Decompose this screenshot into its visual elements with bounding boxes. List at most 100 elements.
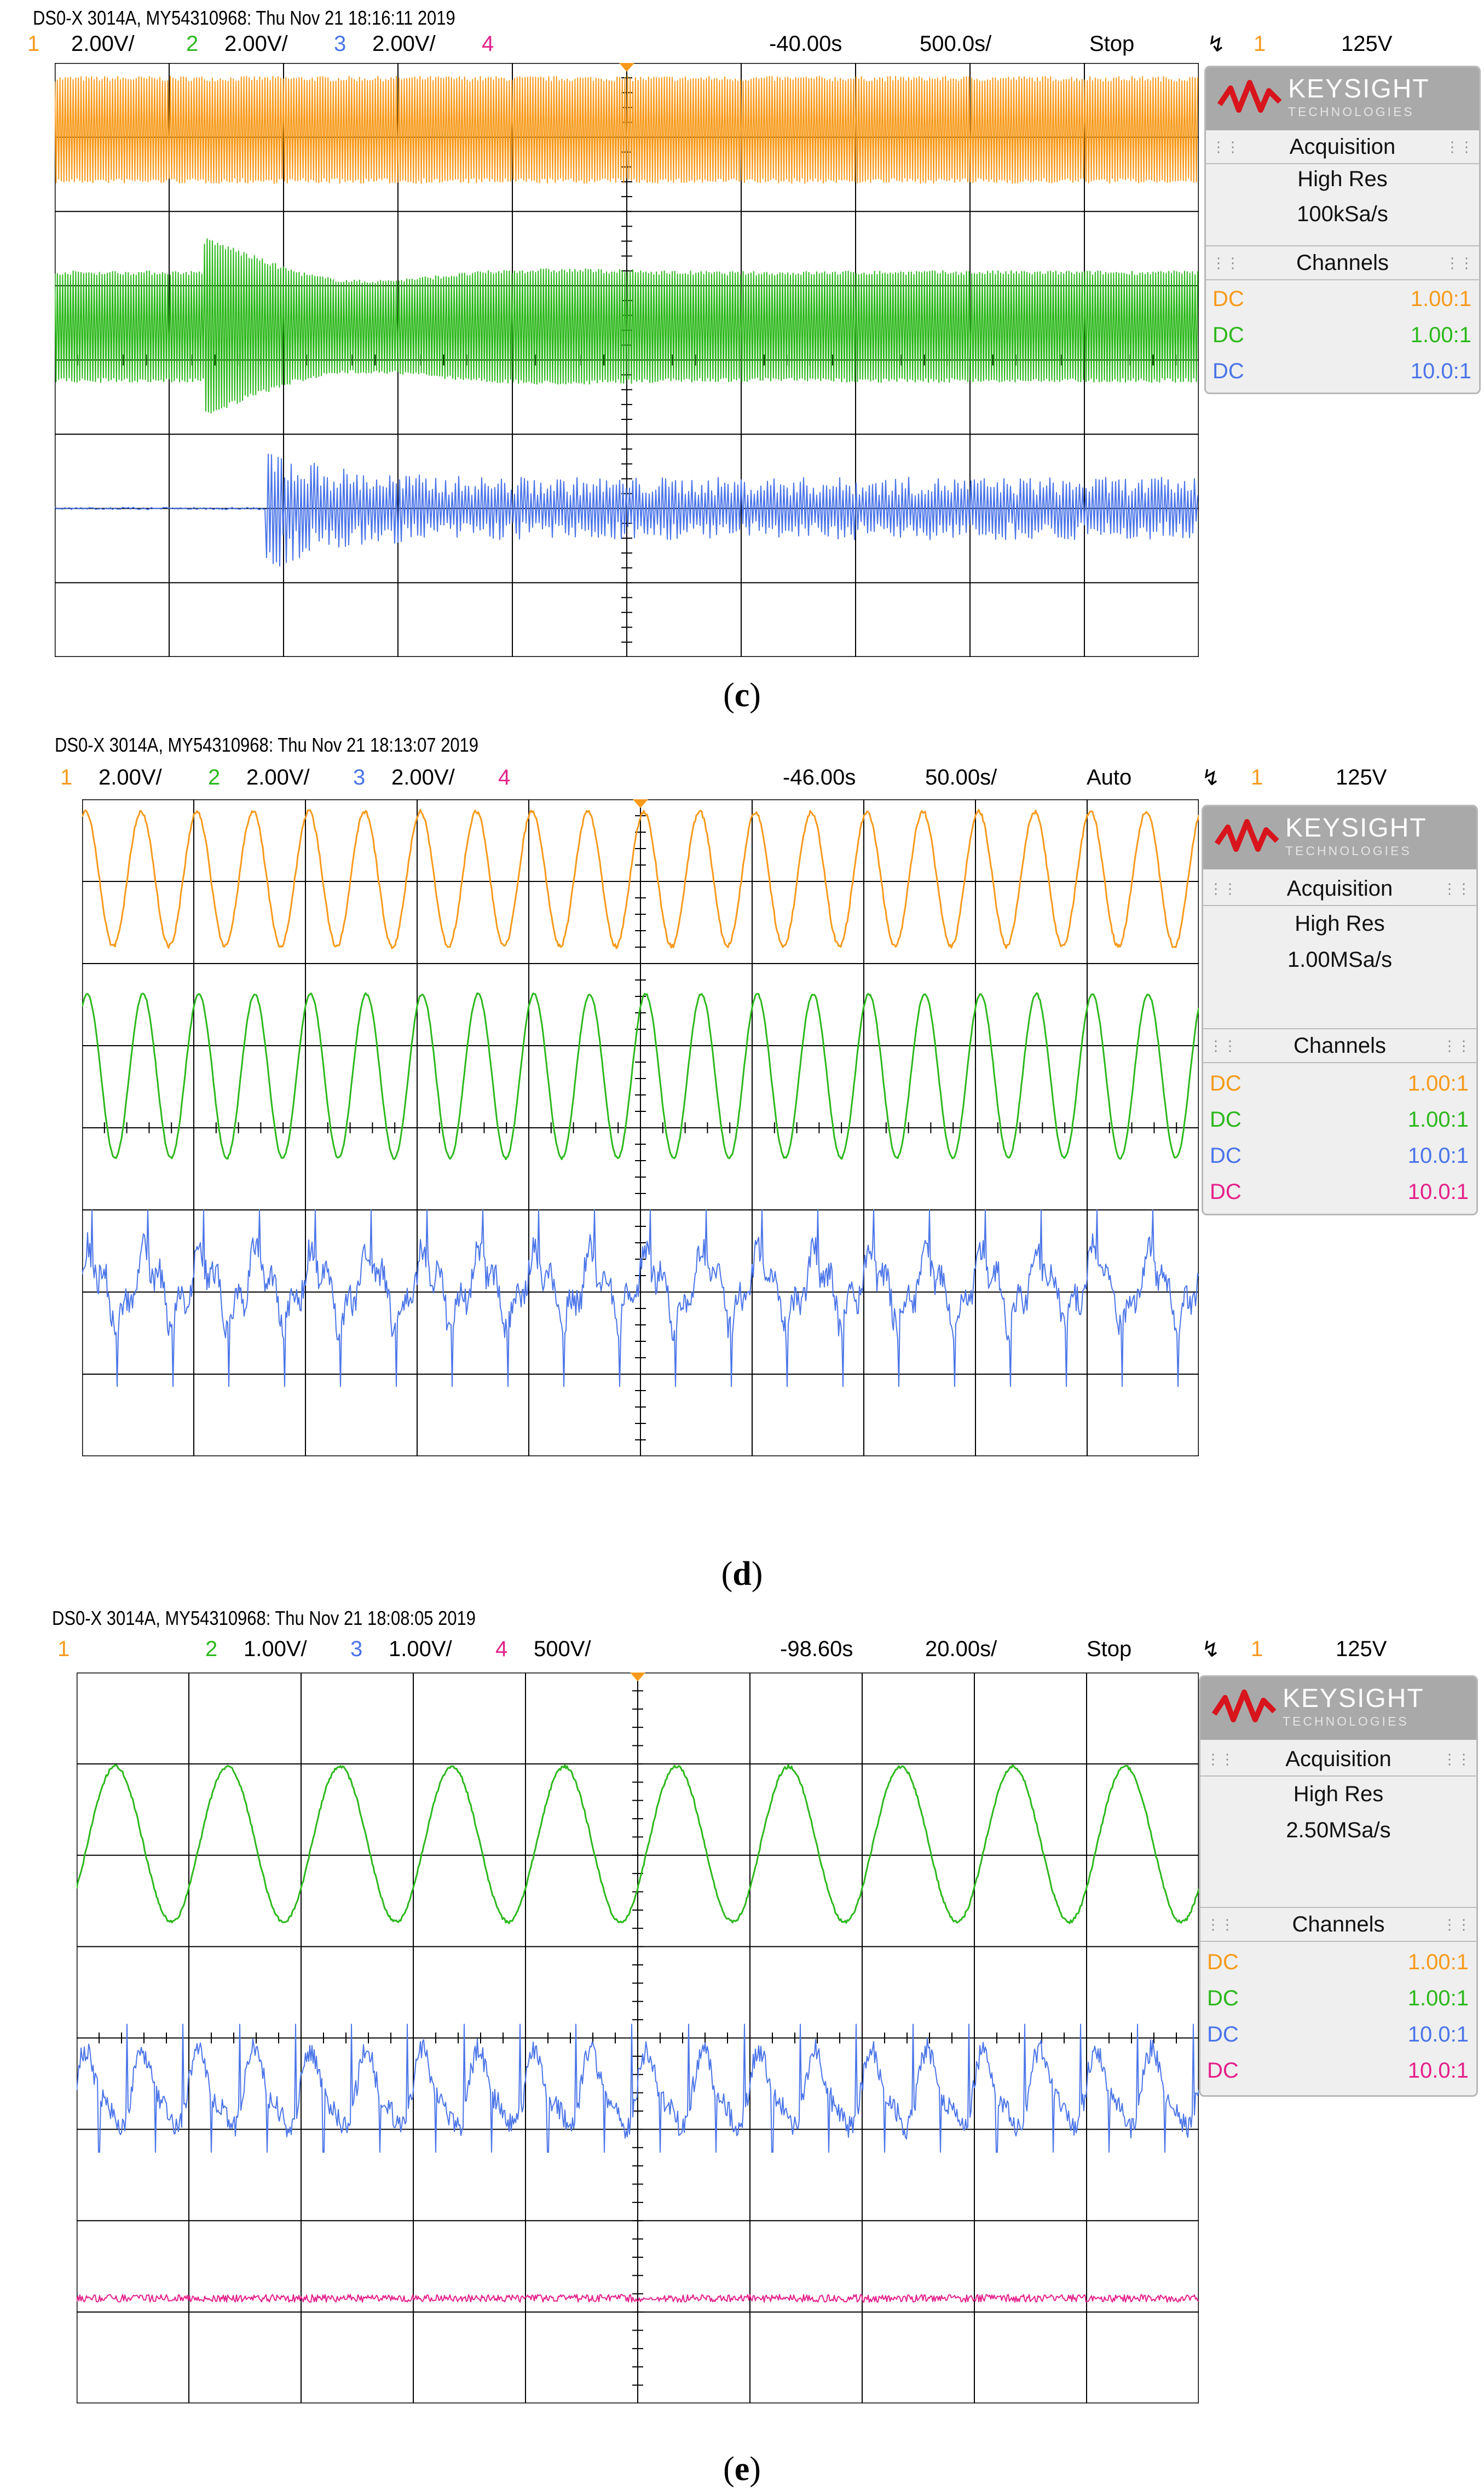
panel-caption: (e) (723, 2450, 761, 2488)
channel-coupling: DC (1207, 1986, 1239, 2010)
status-line: 1 2.00V/ 2 2.00V/ 3 2.00V/ 4 -40.00s 500… (0, 32, 1484, 59)
channel-probe-ratio: 10.0:1 (1407, 1180, 1469, 1204)
channel-row: DC 1.00:1 (1210, 1066, 1469, 1100)
keysight-logo: KEYSIGHT TECHNOLOGIES (1206, 67, 1479, 130)
channel-coupling: DC (1207, 2058, 1239, 2083)
channel-coupling: DC (1212, 323, 1244, 347)
ch2-trace (82, 992, 1199, 1160)
timebase-readout: 500.0s/ (920, 32, 992, 56)
keysight-logo: KEYSIGHT TECHNOLOGIES (1203, 806, 1476, 869)
ch3-number: 3 (350, 1637, 363, 1661)
channel-probe-ratio: 1.00:1 (1407, 1071, 1469, 1095)
ch3-number: 3 (353, 765, 366, 789)
channel-probe-ratio: 1.00:1 (1407, 1986, 1469, 2010)
channel-row: DC 1.00:1 (1212, 318, 1471, 352)
acquisition-mode: High Res (1295, 912, 1385, 936)
ch4-scale: 500V/ (534, 1637, 591, 1661)
waveform-svg: 234 (77, 1673, 1199, 2403)
ch1-number: 1 (27, 32, 40, 56)
scope-panel-d: DS0-X 3014A, MY54310968: Thu Nov 21 18:1… (0, 723, 1484, 1593)
acquisition-header: ⋮⋮ Acquisition ⋮⋮ (1206, 130, 1479, 164)
ch4-trace (77, 2294, 1199, 2303)
trigger-channel: 1 (1251, 765, 1263, 789)
channel-row: DC 10.0:1 (1207, 2017, 1469, 2051)
run-mode: Stop (1089, 32, 1135, 56)
scope-header: DS0-X 3014A, MY54310968: Thu Nov 21 18:1… (33, 7, 455, 29)
ch1-number: 1 (60, 765, 73, 789)
ch3-scale: 2.00V/ (372, 32, 436, 56)
channel-coupling: DC (1210, 1108, 1242, 1132)
ch4-number: 4 (498, 765, 511, 789)
waveform-svg: 123 (55, 63, 1199, 657)
trigger-edge-icon: ↯ (1202, 1637, 1220, 1662)
trigger-level: 125V (1336, 1637, 1387, 1661)
channel-probe-ratio: 10.0:1 (1411, 390, 1471, 393)
waveform-svg: 123 (82, 799, 1199, 1456)
trigger-position-marker (630, 1673, 645, 1681)
keysight-logo: KEYSIGHT TECHNOLOGIES (1200, 1677, 1476, 1740)
waveform-screen: 234 (77, 1673, 1199, 2403)
channel-coupling: DC (1212, 359, 1244, 383)
channels-header: ⋮⋮ Channels ⋮⋮ (1200, 1907, 1476, 1942)
run-mode: Auto (1087, 765, 1132, 789)
ch2-scale: 2.00V/ (224, 32, 288, 56)
channel-probe-ratio: 10.0:1 (1407, 1144, 1469, 1168)
status-line: 1 2.00V/ 2 2.00V/ 3 2.00V/ 4 -46.00s 50.… (0, 765, 1484, 793)
channel-coupling: DC (1212, 390, 1244, 393)
sample-rate: 2.50MSa/s (1286, 1818, 1391, 1842)
channel-row: DC 10.0:1 (1210, 1139, 1469, 1173)
channel-probe-ratio: 10.0:1 (1407, 2058, 1469, 2083)
status-line: 1 2 1.00V/ 3 1.00V/ 4 500V/ -98.60s 20.0… (0, 1637, 1484, 1664)
channels-header: ⋮⋮ Channels ⋮⋮ (1203, 1028, 1476, 1063)
delay-readout: -40.00s (769, 32, 842, 56)
ch1-trace (55, 76, 1198, 184)
channel-probe-ratio: 10.0:1 (1410, 359, 1471, 383)
delay-readout: -46.00s (783, 765, 856, 789)
sample-rate: 1.00MSa/s (1287, 948, 1393, 972)
acquisition-header: ⋮⋮ Acquisition ⋮⋮ (1200, 1743, 1476, 1777)
channel-row: DC 10.0:1 (1212, 390, 1471, 393)
ch1-number: 1 (57, 1637, 70, 1661)
run-mode: Stop (1087, 1637, 1132, 1661)
channel-coupling: DC (1210, 1071, 1242, 1095)
channel-coupling: DC (1210, 1180, 1242, 1204)
trigger-edge-icon: ↯ (1202, 766, 1220, 790)
channel-probe-ratio: 1.00:1 (1410, 287, 1471, 311)
ch2-number: 2 (208, 765, 221, 789)
ch3-number: 3 (334, 32, 347, 56)
keysight-wave-icon (1214, 819, 1279, 852)
channel-row: DC 1.00:1 (1207, 1945, 1469, 1979)
acquisition-header: ⋮⋮ Acquisition ⋮⋮ (1203, 872, 1476, 906)
ch2-trace (77, 1764, 1199, 1924)
channel-coupling: DC (1207, 1950, 1239, 1974)
ch1-trace (82, 809, 1199, 949)
scope-panel-e: DS0-X 3014A, MY54310968: Thu Nov 21 18:0… (0, 1582, 1484, 2491)
channels-header: ⋮⋮ Channels ⋮⋮ (1206, 245, 1479, 280)
ch2-scale: 1.00V/ (244, 1637, 307, 1661)
ch4-number: 4 (482, 32, 494, 56)
acquisition-mode: High Res (1293, 1782, 1384, 1806)
ch3-scale: 1.00V/ (389, 1637, 452, 1661)
trigger-position-marker (633, 799, 648, 808)
channel-row: DC 10.0:1 (1207, 2054, 1469, 2088)
ch1-scale: 2.00V/ (71, 32, 135, 56)
delay-readout: -98.60s (780, 1637, 853, 1661)
channel-coupling: DC (1207, 2022, 1239, 2046)
waveform-screen: 123 (82, 799, 1199, 1456)
channel-probe-ratio: 1.00:1 (1410, 323, 1471, 347)
channel-probe-ratio: 10.0:1 (1407, 2022, 1469, 2046)
trigger-level: 125V (1341, 32, 1393, 56)
trigger-channel: 1 (1251, 1637, 1263, 1661)
sample-rate: 100kSa/s (1297, 202, 1388, 226)
ch2-number: 2 (205, 1637, 218, 1661)
scope-panel-c: DS0-X 3014A, MY54310968: Thu Nov 21 18:1… (0, 0, 1484, 723)
timebase-readout: 50.00s/ (925, 765, 997, 789)
panel-caption: (c) (723, 677, 761, 714)
ch3-trace (82, 1209, 1199, 1387)
channel-probe-ratio: 1.00:1 (1407, 1108, 1469, 1132)
scope-header: DS0-X 3014A, MY54310968: Thu Nov 21 18:1… (55, 734, 478, 756)
trigger-level: 125V (1336, 765, 1387, 789)
info-sidebar: KEYSIGHT TECHNOLOGIES ⋮⋮ Acquisition ⋮⋮ Hi… (1202, 805, 1478, 1215)
waveform-screen: 123 (55, 63, 1199, 657)
info-sidebar: KEYSIGHT TECHNOLOGIES ⋮⋮ Acquisition ⋮⋮ Hi… (1199, 1675, 1478, 2097)
